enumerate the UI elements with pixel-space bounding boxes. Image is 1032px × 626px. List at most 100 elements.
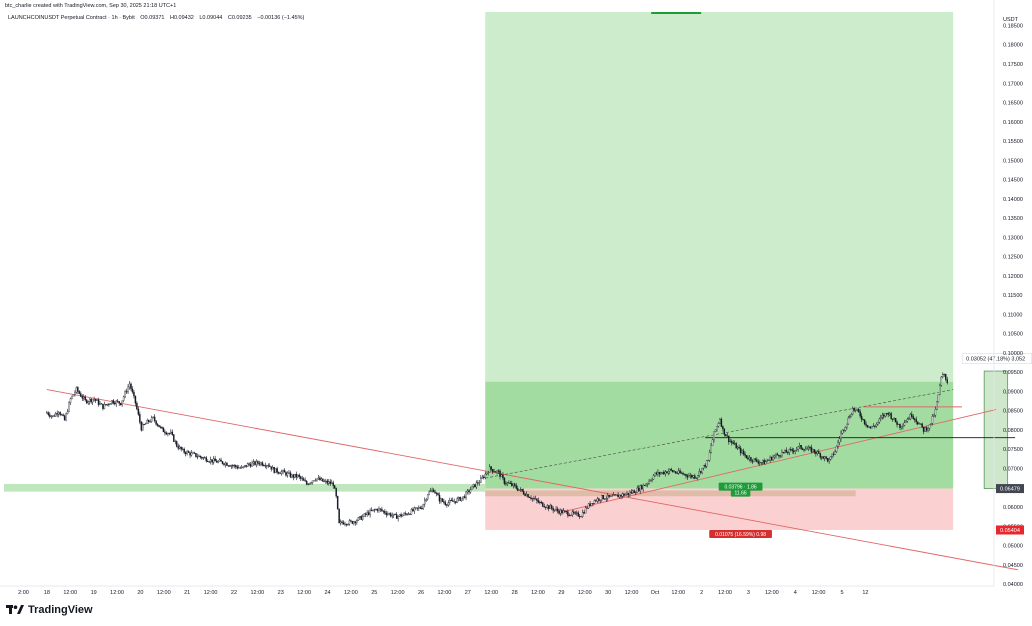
candle-body: [419, 507, 422, 509]
candle-body: [406, 513, 408, 515]
candle-body: [77, 387, 79, 392]
candle-body: [53, 415, 55, 417]
candle-body: [623, 493, 625, 496]
candle-body: [784, 449, 786, 453]
candle-body: [918, 423, 920, 425]
candle-body: [859, 411, 861, 417]
candle-body: [840, 433, 842, 440]
candle-body: [369, 509, 371, 515]
time-tick-label: 12:00: [63, 590, 77, 596]
price-tick-label: 0.04000: [1003, 582, 1023, 588]
candle-body: [692, 475, 695, 478]
candle-body: [288, 472, 290, 474]
candle-body: [133, 391, 135, 397]
price-tick-label: 0.15500: [1003, 139, 1023, 145]
time-tick-label: 2:00: [18, 590, 29, 596]
dashed-channel-line[interactable]: [485, 389, 954, 479]
candle-body: [353, 521, 355, 524]
candle-body: [243, 465, 246, 467]
candle-body: [516, 488, 519, 491]
candle-body: [739, 447, 742, 454]
candle-body: [136, 403, 138, 410]
candle-body: [797, 446, 799, 450]
candle-body: [674, 471, 677, 474]
downtrend-line[interactable]: [46, 389, 1019, 571]
price-tick-label: 0.11000: [1003, 312, 1022, 318]
time-tick-label: 22: [231, 590, 237, 596]
candle-body: [167, 433, 169, 435]
candle-body: [885, 413, 888, 415]
candle-body: [664, 471, 667, 475]
candle-body: [831, 453, 833, 457]
candle-body: [177, 446, 179, 449]
candle-body: [409, 513, 411, 515]
candle-body: [317, 477, 320, 479]
candle-body: [183, 448, 185, 453]
candle-body: [63, 415, 66, 421]
measure-box[interactable]: [983, 370, 1009, 489]
candle-body: [556, 508, 559, 512]
candle-body: [570, 514, 572, 516]
price-tick-label: 0.14000: [1003, 197, 1023, 203]
uptrend-line[interactable]: [561, 409, 997, 513]
candle-body: [571, 511, 574, 516]
candle-body: [598, 498, 600, 501]
candle-body: [756, 459, 758, 462]
candle-body: [542, 502, 544, 507]
candle-body: [710, 445, 712, 453]
candle-body: [496, 470, 498, 473]
candle-body: [759, 462, 761, 464]
candle-body: [164, 431, 166, 434]
candle-body: [295, 473, 298, 478]
candle-body: [223, 463, 225, 465]
symbol-name[interactable]: LAUNCHCOINUSDT Perpetual Contract · 1h ·…: [8, 15, 135, 21]
candle-body: [395, 514, 398, 519]
candle-body: [289, 472, 292, 478]
candle-body: [276, 468, 278, 473]
candle-body: [440, 498, 442, 502]
candle-body: [230, 465, 233, 467]
candle-body: [367, 512, 370, 515]
candle-body: [874, 425, 876, 427]
candle-body: [100, 403, 103, 405]
candle-body: [111, 400, 113, 404]
candle-body: [357, 517, 360, 521]
candle-body: [344, 523, 346, 525]
candle-body: [229, 465, 231, 467]
candle-body: [694, 475, 696, 479]
candle-body: [695, 477, 698, 479]
candle-body: [689, 475, 692, 477]
candle-body: [891, 418, 894, 420]
price-tick-label: 0.09500: [1003, 370, 1023, 376]
candle-body: [605, 498, 607, 500]
candle-body: [418, 507, 420, 509]
support-band[interactable]: [4, 483, 486, 492]
candle-body: [217, 460, 219, 463]
candle-body: [456, 498, 458, 503]
candle-body: [274, 468, 277, 473]
target-sub-badge: 11.66: [735, 491, 747, 497]
candle-body: [446, 504, 448, 506]
time-tick-label: 12:00: [765, 590, 779, 596]
candle-body: [531, 498, 534, 500]
candle-body: [379, 508, 382, 510]
candle-body: [661, 471, 664, 474]
time-tick-label: 12: [862, 590, 868, 596]
candle-body: [407, 513, 410, 515]
candle-body: [211, 459, 213, 463]
candle-body: [484, 473, 486, 479]
candle-body: [931, 415, 934, 424]
candle-body: [375, 509, 377, 511]
candle-body: [539, 502, 541, 504]
candle-body: [491, 469, 494, 472]
candle-body: [679, 470, 681, 474]
candle-body: [471, 485, 473, 490]
candle-body: [751, 460, 754, 462]
candle-body: [883, 414, 885, 417]
candle-body: [398, 514, 401, 517]
candle-body: [912, 416, 915, 419]
candle-body: [304, 480, 306, 482]
candle-body: [618, 494, 621, 498]
candle-body: [370, 509, 373, 511]
